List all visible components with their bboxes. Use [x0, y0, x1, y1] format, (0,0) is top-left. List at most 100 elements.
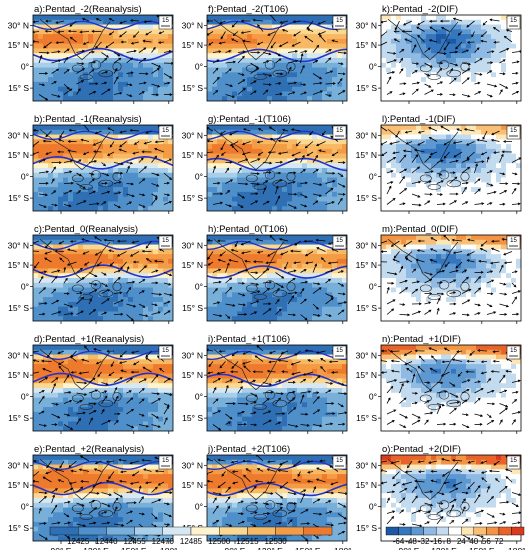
- colorbar-label: 12455: [123, 537, 146, 546]
- colorbar-swatch: [106, 526, 135, 536]
- panel-frame: [32, 454, 174, 542]
- map-panel: i):Pentad_+1(T106) 15 30° N 15° N 0° 15° S: [182, 334, 348, 434]
- panel-frame: [380, 234, 522, 322]
- latitude-label: 15° N: [8, 260, 29, 270]
- latitude-label: 30° N: [8, 20, 29, 30]
- latitude-label: 15° N: [8, 40, 29, 50]
- colorbar-swatch: [303, 526, 333, 536]
- panel-title: i):Pentad_+1(T106): [208, 334, 290, 345]
- colorbar-swatch: [473, 526, 487, 536]
- map-panel: e):Pentad_+2(Reanalysis) 15 30° N 15° N 0° 15…: [8, 444, 178, 550]
- panel-frame: [380, 124, 522, 212]
- colorbar-label: 8: [447, 537, 452, 546]
- colorbar-swatch: [498, 526, 512, 536]
- latitude-label: 15° N: [8, 150, 29, 160]
- latitude-label: 15° S: [356, 193, 377, 203]
- colorbar-swatch: [247, 526, 276, 536]
- panel-title: e):Pentad_+2(Reanalysis): [34, 444, 144, 455]
- latitude-label: 0°: [21, 502, 29, 512]
- longitude-label: 150° E: [295, 546, 321, 550]
- latitude-label: 0°: [21, 62, 29, 72]
- latitude-label: 15° N: [356, 480, 377, 490]
- latitude-label: 30° N: [356, 130, 377, 140]
- colorbar-swatch: [486, 526, 500, 536]
- panel-title: c):Pentad_0(Reanalysis): [34, 224, 138, 235]
- longitude-label: 180°: [160, 546, 178, 550]
- colorbar-swatch: [134, 526, 164, 536]
- latitude-label: 15° S: [8, 83, 29, 93]
- latitude-label: 30° N: [356, 240, 377, 250]
- map-panel: b):Pentad_-1(Reanalysis) 15 30° N 15° N 0° 15…: [8, 114, 174, 214]
- colorbar-label: 12530: [264, 537, 287, 546]
- latitude-label: 15° S: [182, 193, 203, 203]
- colorbar-swatch: [410, 526, 424, 536]
- colorbar-swatch: [448, 526, 462, 536]
- latitude-label: 30° N: [356, 460, 377, 470]
- panel-frame: [32, 234, 174, 322]
- latitude-label: 15° S: [182, 413, 203, 423]
- latitude-label: 0°: [21, 282, 29, 292]
- longitude-label: 120° E: [257, 546, 283, 550]
- latitude-label: 30° N: [356, 350, 377, 360]
- panel-frame: [32, 14, 174, 102]
- colorbar-swatch: [461, 526, 475, 536]
- longitude-label: 90° E: [51, 546, 72, 550]
- panel-frame: [206, 344, 348, 432]
- latitude-label: 15° N: [182, 40, 203, 50]
- longitude-label: 150° E: [121, 546, 147, 550]
- colorbar-label: 56: [482, 537, 491, 546]
- latitude-label: 15° N: [8, 370, 29, 380]
- map-panel: a):Pentad_-2(Reanalysis) 15 30° N 15° N 0° 15…: [8, 4, 174, 104]
- latitude-label: 30° N: [182, 460, 203, 470]
- reference-vector-label: 15: [336, 458, 343, 464]
- latitude-label: 15° S: [182, 303, 203, 313]
- longitude-label: 120° E: [83, 546, 109, 550]
- latitude-label: 15° S: [356, 523, 377, 533]
- panel-frame: [32, 344, 174, 432]
- latitude-label: 0°: [369, 282, 377, 292]
- map-panel: l):Pentad_-1(DIF) 15 30° N 15° N 0° 15° S: [356, 114, 522, 214]
- latitude-label: 0°: [369, 62, 377, 72]
- panel-frame: [380, 14, 522, 102]
- latitude-label: 30° N: [356, 20, 377, 30]
- latitude-label: 15° N: [356, 150, 377, 160]
- reference-vector-label: 15: [162, 238, 169, 244]
- reference-vector-label: 15: [336, 128, 343, 134]
- latitude-label: 15° N: [356, 260, 377, 270]
- latitude-label: 0°: [369, 172, 377, 182]
- latitude-label: 15° S: [8, 413, 29, 423]
- latitude-label: 30° N: [182, 350, 203, 360]
- panel-title: k):Pentad_-2(DIF): [382, 4, 458, 15]
- latitude-label: 30° N: [182, 20, 203, 30]
- colorbar-label: 12425: [67, 537, 90, 546]
- colorbar-label: 24: [457, 537, 466, 546]
- panel-frame: [206, 124, 348, 212]
- latitude-label: 15° N: [356, 370, 377, 380]
- latitude-label: 0°: [195, 502, 203, 512]
- colorbar-label: -16: [430, 537, 442, 546]
- longitude-label: 180°: [508, 546, 526, 550]
- latitude-label: 30° N: [8, 240, 29, 250]
- latitude-label: 0°: [195, 282, 203, 292]
- panel-title: a):Pentad_-2(Reanalysis): [34, 4, 142, 15]
- colorbar-swatch: [385, 526, 399, 536]
- colorbar-label: 72: [494, 537, 503, 546]
- latitude-label: 15° N: [182, 480, 203, 490]
- latitude-label: 15° N: [182, 150, 203, 160]
- panel-frame: [206, 234, 348, 322]
- longitude-label: 120° E: [431, 546, 457, 550]
- panel-title: g):Pentad_-1(T106): [208, 114, 291, 125]
- panel-frame: [206, 14, 348, 102]
- colorbar-swatch: [435, 526, 449, 536]
- map-panel: h):Pentad_0(T106) 15 30° N 15° N 0° 15° S: [182, 224, 348, 324]
- colorbar-swatch: [77, 526, 107, 536]
- panel-frame: [32, 124, 174, 212]
- map-panel: m):Pentad_0(DIF) 15 30° N 15° N 0° 15° S: [356, 224, 522, 324]
- reference-vector-label: 15: [162, 458, 169, 464]
- latitude-label: 15° S: [182, 83, 203, 93]
- colorbar-label: 12440: [95, 537, 118, 546]
- map-panel: f):Pentad_-2(T106) 15 30° N 15° N 0° 15° S: [182, 4, 348, 104]
- latitude-label: 15° N: [8, 480, 29, 490]
- reference-vector-label: 15: [162, 18, 169, 24]
